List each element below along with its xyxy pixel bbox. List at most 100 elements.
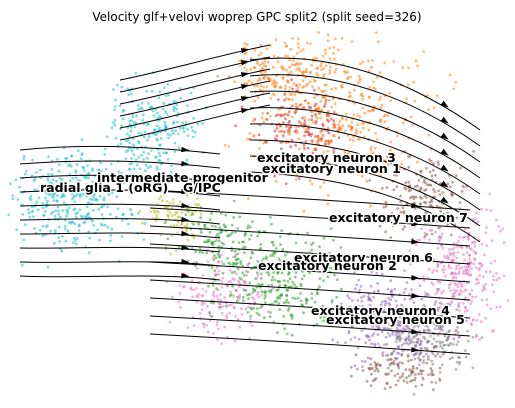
cell-point (190, 279, 194, 282)
cell-point (318, 112, 321, 115)
cell-point (279, 113, 282, 117)
cell-point (423, 178, 426, 182)
cell-point (369, 299, 373, 302)
cell-point (128, 168, 132, 171)
cell-point (392, 59, 396, 63)
cell-point (465, 270, 468, 274)
cell-point (308, 156, 311, 160)
cell-point (417, 318, 420, 322)
cell-point (322, 309, 326, 313)
cell-point (460, 246, 464, 250)
cell-point (438, 301, 442, 305)
cell-point (233, 278, 237, 282)
cell-point (419, 369, 423, 372)
cell-point (460, 266, 464, 269)
cell-point (361, 106, 365, 110)
cell-point (191, 129, 195, 133)
cell-point (418, 353, 421, 357)
cell-point (203, 240, 206, 244)
cell-point (76, 183, 80, 187)
cell-point (437, 189, 440, 193)
cell-point (162, 151, 165, 155)
cell-point (441, 268, 444, 272)
cell-point (158, 154, 162, 158)
cluster-label: excitatory neuron 5 (326, 312, 465, 327)
cell-point (393, 374, 397, 377)
cell-point (60, 178, 64, 181)
cell-point (137, 131, 141, 135)
cell-point (257, 133, 261, 137)
cell-point (282, 314, 285, 318)
cell-point (370, 342, 374, 346)
cell-point (45, 202, 49, 205)
cell-point (44, 209, 47, 213)
cell-point (384, 205, 388, 208)
cell-point (416, 64, 419, 68)
cell-point (215, 294, 219, 298)
cell-point (441, 340, 445, 344)
cell-point (177, 300, 181, 304)
cell-point (449, 289, 452, 293)
cell-point (236, 261, 239, 265)
cell-point (244, 281, 248, 284)
cell-point (215, 323, 219, 327)
cell-point (476, 277, 479, 281)
cell-point (45, 225, 48, 229)
cell-point (118, 104, 122, 108)
cell-point (130, 208, 133, 212)
cell-point (225, 304, 228, 308)
cell-point (382, 205, 386, 209)
cell-point (326, 275, 330, 279)
cell-point (346, 294, 350, 297)
cell-point (458, 309, 461, 313)
cell-point (175, 224, 179, 227)
cell-point (363, 111, 366, 115)
cell-point (236, 295, 239, 299)
cell-point (329, 258, 333, 261)
cell-point (418, 332, 422, 336)
cell-point (212, 332, 215, 335)
cell-point (245, 82, 249, 85)
cell-point (87, 211, 90, 215)
cell-point (306, 266, 310, 270)
cell-point (415, 332, 419, 336)
cell-point (247, 305, 250, 309)
cell-point (368, 303, 372, 307)
cell-point (387, 323, 391, 327)
cell-point (183, 224, 187, 228)
cell-point (231, 271, 234, 275)
cell-point (451, 343, 455, 346)
streamline (249, 107, 481, 179)
cell-point (217, 260, 220, 264)
cell-point (455, 343, 459, 347)
cell-point (163, 121, 167, 124)
cell-point (341, 124, 345, 128)
cell-point (61, 209, 64, 213)
velocity-streamlines (19, 44, 481, 355)
cell-point (96, 198, 99, 202)
cell-point (115, 195, 119, 199)
cell-point (418, 343, 422, 347)
cell-point (174, 210, 178, 214)
cell-point (386, 114, 389, 118)
cell-point (482, 275, 485, 278)
cell-point (442, 264, 446, 268)
cell-point (426, 320, 430, 323)
cell-point (225, 314, 229, 317)
cell-point (153, 128, 157, 132)
cell-point (27, 208, 30, 212)
cell-point (424, 181, 428, 185)
cell-point (100, 205, 104, 209)
cell-point (392, 322, 396, 326)
cell-point (340, 85, 343, 89)
cell-point (47, 193, 51, 196)
cell-point (192, 288, 196, 292)
cell-point (301, 254, 305, 258)
streamline-arrow (181, 216, 190, 223)
cell-point (25, 169, 28, 173)
cell-point (87, 230, 91, 234)
cell-point (403, 328, 407, 331)
cell-point (491, 274, 495, 278)
cell-point (53, 241, 56, 245)
cell-point (232, 199, 236, 203)
